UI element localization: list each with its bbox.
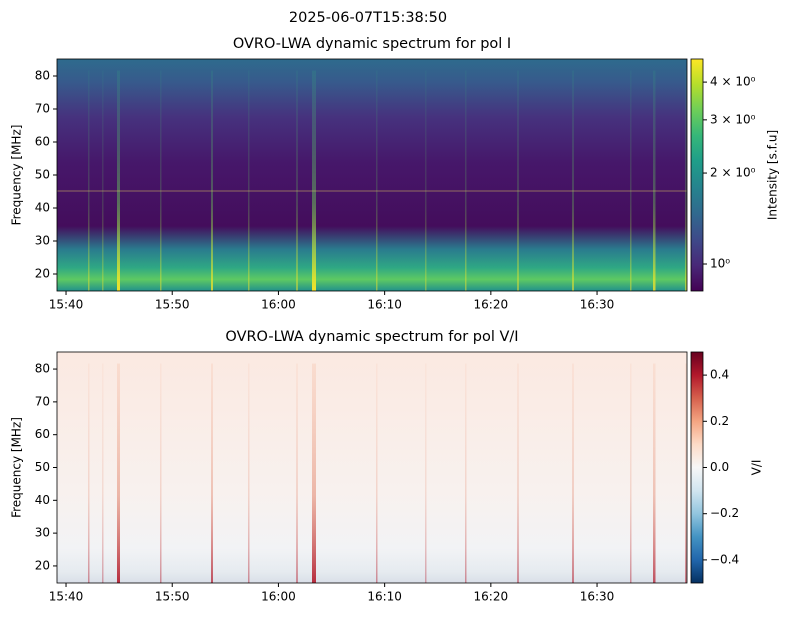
burst-streak xyxy=(102,363,104,583)
burst-streak xyxy=(160,363,162,583)
y-tick-label: 60 xyxy=(35,427,50,441)
burst-streak xyxy=(376,70,378,291)
burst-streak xyxy=(117,70,120,291)
y-tick-label: 30 xyxy=(35,526,50,540)
colorbar-label: Intensity [s.f.u] xyxy=(766,130,780,220)
burst-streak xyxy=(248,363,250,583)
burst-streak xyxy=(376,363,378,583)
panel-title: OVRO-LWA dynamic spectrum for pol I xyxy=(233,36,511,52)
colorbar-label: V/I xyxy=(750,460,764,476)
y-tick-label: 70 xyxy=(35,394,50,408)
y-tick-label: 70 xyxy=(35,101,50,115)
x-tick-label: 16:00 xyxy=(261,590,296,604)
x-tick-label: 15:50 xyxy=(155,298,190,312)
burst-streak xyxy=(685,70,687,291)
burst-streak xyxy=(517,363,519,583)
y-tick-label: 80 xyxy=(35,68,50,82)
x-tick-label: 16:30 xyxy=(580,590,615,604)
panel-title: OVRO-LWA dynamic spectrum for pol V/I xyxy=(225,329,518,345)
burst-streak xyxy=(211,363,213,583)
burst-streak xyxy=(211,70,213,291)
x-tick-label: 16:10 xyxy=(367,298,402,312)
x-tick-label: 15:40 xyxy=(49,298,84,312)
burst-streak xyxy=(465,70,467,291)
colorbar xyxy=(690,351,704,584)
burst-streak xyxy=(88,70,90,291)
spectrogram xyxy=(57,352,687,583)
burst-streak xyxy=(248,70,250,291)
burst-streak xyxy=(572,363,574,583)
burst-streak xyxy=(653,363,656,583)
y-tick-label: 40 xyxy=(35,201,50,215)
colorbar-tick-label: 10⁰ xyxy=(710,256,730,270)
y-tick-label: 20 xyxy=(35,558,50,572)
burst-streak xyxy=(296,70,298,291)
y-tick-label: 60 xyxy=(35,134,50,148)
y-axis-label: Frequency [MHz] xyxy=(10,125,24,226)
x-tick-label: 16:10 xyxy=(367,590,402,604)
y-tick-label: 40 xyxy=(35,493,50,507)
x-tick-label: 16:20 xyxy=(474,590,509,604)
colorbar-tick-label: 4 × 10⁰ xyxy=(710,75,756,89)
colorbar xyxy=(690,58,704,292)
colorbar-tick-label: 3 × 10⁰ xyxy=(710,112,756,126)
colorbar-tick-label: −0.2 xyxy=(710,506,739,520)
burst-streak xyxy=(630,70,632,291)
y-tick-label: 50 xyxy=(35,168,50,182)
y-tick-label: 30 xyxy=(35,234,50,248)
x-tick-label: 16:30 xyxy=(580,298,615,312)
y-tick-label: 50 xyxy=(35,460,50,474)
burst-streak xyxy=(653,70,656,291)
burst-streak xyxy=(630,363,632,583)
x-tick-label: 15:40 xyxy=(49,590,84,604)
x-tick-label: 15:50 xyxy=(155,590,190,604)
y-tick-label: 20 xyxy=(35,267,50,281)
colorbar-tick-label: 0.2 xyxy=(710,414,729,428)
spectrogram xyxy=(57,59,687,291)
colorbar-tick-label: 0.0 xyxy=(710,460,729,474)
burst-streak xyxy=(312,70,316,291)
y-tick-label: 80 xyxy=(35,362,50,376)
burst-streak xyxy=(117,363,120,583)
burst-streak xyxy=(465,363,467,583)
burst-streak xyxy=(425,363,427,583)
burst-streak xyxy=(160,70,162,291)
y-axis-label: Frequency [MHz] xyxy=(10,417,24,518)
burst-streak xyxy=(517,70,519,291)
colorbar-tick-label: 0.4 xyxy=(710,368,729,382)
x-tick-label: 16:20 xyxy=(474,298,509,312)
burst-streak xyxy=(312,363,316,583)
colorbar-tick-label: 2 × 10⁰ xyxy=(710,166,756,180)
burst-streak xyxy=(88,363,90,583)
suptitle: 2025-06-07T15:38:50 xyxy=(289,10,447,26)
burst-streak xyxy=(572,70,574,291)
x-tick-label: 16:00 xyxy=(261,298,296,312)
burst-streak xyxy=(425,70,427,291)
burst-streak xyxy=(685,363,687,583)
burst-streak xyxy=(296,363,298,583)
colorbar-tick-label: −0.4 xyxy=(710,552,739,566)
burst-streak xyxy=(102,70,104,291)
